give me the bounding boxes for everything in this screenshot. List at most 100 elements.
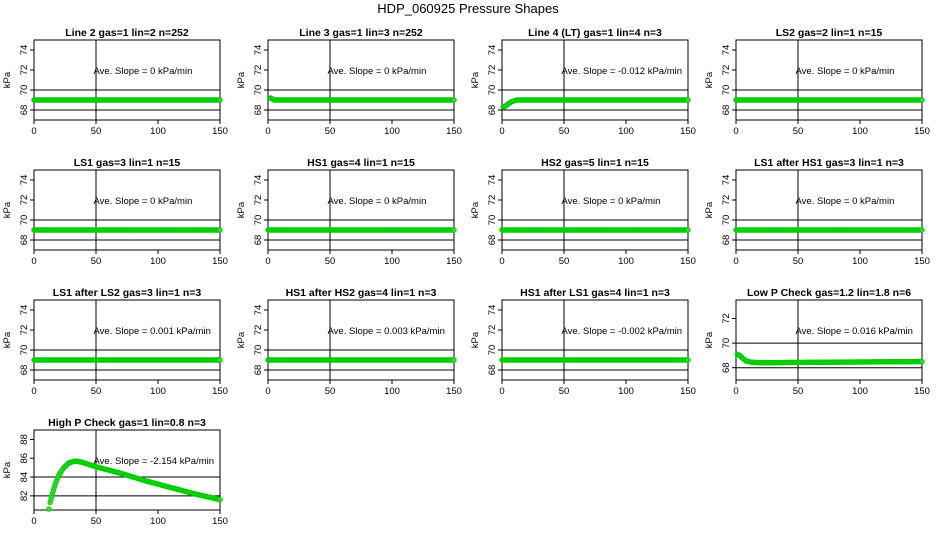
panel-5: LS1 gas=3 lin=1 n=15 0 50 100 150 68 70 72 74 kPa… (2, 157, 228, 267)
x-tick-label: 0 (733, 386, 738, 397)
x-tick-label: 100 (384, 256, 400, 267)
x-tick-label: 50 (91, 516, 102, 527)
plot-frame (501, 299, 689, 381)
y-tick-label: 88 (19, 434, 30, 445)
y-tick-label: 68 (253, 105, 264, 116)
x-tick-label: 150 (212, 386, 228, 397)
y-tick-label: 70 (721, 85, 732, 96)
y-tick-label: 72 (19, 195, 30, 206)
y-tick-label: 70 (487, 85, 498, 96)
y-tick-label: 74 (19, 305, 30, 316)
plot-frame (33, 429, 221, 511)
x-tick-label: 100 (384, 386, 400, 397)
data-points (267, 95, 457, 103)
x-tick-label: 150 (446, 386, 462, 397)
y-tick-label: 72 (253, 325, 264, 336)
data-points (265, 227, 457, 233)
y-tick-label: 70 (721, 215, 732, 226)
x-tick-label: 100 (852, 256, 868, 267)
data-points (31, 97, 223, 103)
slope-annotation: Ave. Slope = 0.001 kPa/min (94, 326, 211, 337)
x-tick-label: 100 (852, 126, 868, 137)
x-tick-label: 50 (91, 256, 102, 267)
y-tick-label: 74 (253, 45, 264, 56)
x-tick-label: 100 (852, 386, 868, 397)
y-tick-label: 84 (19, 472, 30, 483)
y-tick-label: 68 (487, 235, 498, 246)
slope-annotation: Ave. Slope = 0 kPa/min (796, 66, 895, 77)
panel-9: LS1 after LS2 gas=3 lin=1 n=3 0 50 100 150 68… (2, 287, 228, 397)
panel-title: Line 3 gas=1 lin=3 n=252 (299, 27, 423, 39)
slope-annotation: Ave. Slope = 0 kPa/min (94, 196, 193, 207)
x-tick-label: 50 (91, 126, 102, 137)
y-axis-label: kPa (704, 71, 715, 88)
y-axis-label: kPa (470, 331, 481, 348)
x-tick-label: 0 (265, 126, 270, 137)
y-tick-label: 68 (19, 105, 30, 116)
y-axis-label: kPa (2, 71, 13, 88)
y-axis-label: kPa (704, 201, 715, 218)
x-tick-label: 0 (31, 516, 36, 527)
data-point (451, 227, 457, 233)
data-points (499, 227, 691, 233)
x-tick-label: 50 (325, 126, 336, 137)
y-tick-label: 70 (253, 345, 264, 356)
y-tick-label: 68 (721, 362, 732, 373)
plot-frame (267, 299, 455, 381)
slope-annotation: Ave. Slope = -0.012 kPa/min (562, 66, 683, 77)
x-tick-label: 0 (499, 386, 504, 397)
plot-frame (33, 169, 221, 251)
x-tick-label: 150 (212, 126, 228, 137)
x-tick-label: 100 (150, 256, 166, 267)
plot-frame (501, 39, 689, 121)
x-tick-label: 50 (325, 386, 336, 397)
slope-annotation: Ave. Slope = 0 kPa/min (796, 196, 895, 207)
x-tick-label: 100 (618, 256, 634, 267)
x-tick-label: 100 (618, 386, 634, 397)
y-tick-label: 74 (253, 305, 264, 316)
y-tick-label: 70 (487, 345, 498, 356)
data-points (31, 227, 223, 233)
y-tick-label: 74 (19, 175, 30, 186)
y-axis-label: kPa (704, 331, 715, 348)
panel-title: HS1 after HS2 gas=4 lin=1 n=3 (286, 287, 437, 299)
panel-title: Line 2 gas=1 lin=2 n=252 (65, 27, 189, 39)
x-tick-label: 0 (733, 256, 738, 267)
y-tick-label: 86 (19, 453, 30, 464)
y-tick-label: 72 (253, 65, 264, 76)
y-tick-label: 72 (721, 313, 732, 324)
data-point (217, 496, 223, 503)
panel-title: Low P Check gas=1.2 lin=1.8 n=6 (747, 287, 911, 299)
page-title: HDP_060925 Pressure Shapes (377, 1, 559, 16)
panel-7: HS2 gas=5 lin=1 n=15 0 50 100 150 68 70 72 74 kPa… (470, 157, 696, 267)
y-tick-label: 74 (721, 45, 732, 56)
panel-title: LS1 gas=3 lin=1 n=15 (74, 157, 181, 169)
y-tick-label: 68 (19, 235, 30, 246)
x-tick-label: 0 (31, 386, 36, 397)
y-tick-label: 72 (487, 325, 498, 336)
data-points (734, 351, 925, 366)
panel-13: High P Check gas=1 lin=0.8 n=3 0 50 100 150 8… (2, 417, 228, 527)
y-tick-label: 70 (721, 338, 732, 349)
data-points (733, 227, 925, 233)
x-tick-label: 150 (680, 256, 696, 267)
x-tick-label: 150 (212, 256, 228, 267)
panel-title: LS1 after HS1 gas=3 lin=1 n=3 (754, 157, 904, 169)
data-point (451, 97, 457, 103)
y-tick-label: 70 (487, 215, 498, 226)
plot-frame (735, 169, 923, 251)
y-tick-label: 74 (487, 45, 498, 56)
plot-frame (267, 169, 455, 251)
y-tick-label: 72 (253, 195, 264, 206)
x-tick-label: 50 (559, 386, 570, 397)
x-tick-label: 0 (499, 126, 504, 137)
x-tick-label: 150 (446, 126, 462, 137)
y-tick-label: 68 (253, 235, 264, 246)
x-tick-label: 50 (559, 126, 570, 137)
data-points (46, 458, 223, 512)
y-axis-label: kPa (2, 331, 13, 348)
data-point (217, 357, 223, 363)
x-tick-label: 150 (680, 126, 696, 137)
slope-annotation: Ave. Slope = 0 kPa/min (328, 196, 427, 207)
x-tick-label: 50 (91, 386, 102, 397)
